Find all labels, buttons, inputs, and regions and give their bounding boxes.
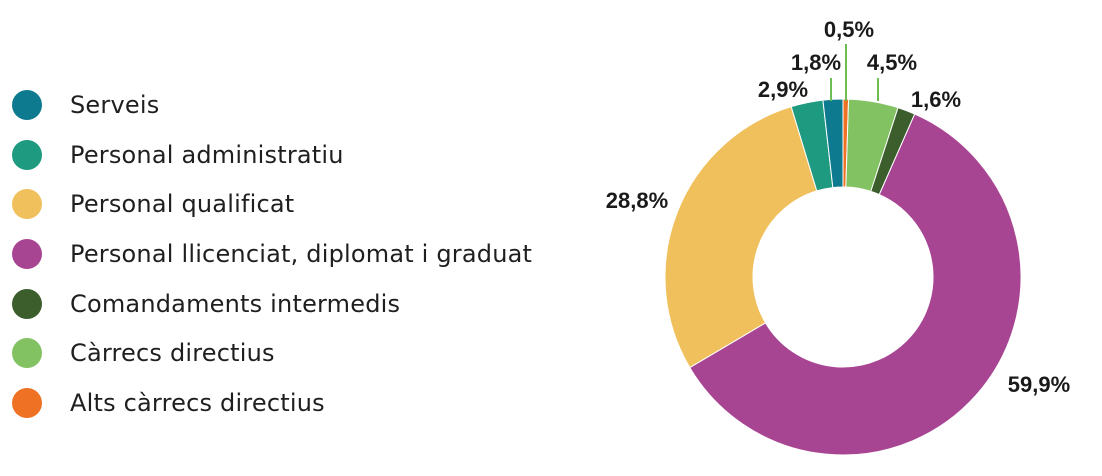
data-label: 0,5%: [824, 17, 874, 42]
legend-item-personal-administratiu: Personal administratiu: [12, 130, 532, 180]
legend-label: Càrrecs directius: [70, 339, 275, 368]
data-label: 1,6%: [911, 87, 961, 112]
legend-item-alts-carrecs-directius: Alts càrrecs directius: [12, 378, 532, 428]
legend-label: Serveis: [70, 90, 160, 119]
legend-swatch: [12, 238, 42, 269]
legend-swatch: [12, 189, 42, 220]
data-label: 59,9%: [1008, 372, 1070, 397]
legend-label: Personal llicenciat, diplomat i graduat: [70, 239, 533, 268]
data-label: 28,8%: [606, 188, 668, 213]
legend-label: Alts càrrecs directius: [70, 388, 325, 417]
legend-item-personal-llicenciat: Personal llicenciat, diplomat i graduat: [12, 229, 532, 279]
data-label: 4,5%: [867, 50, 917, 75]
legend-swatch: [12, 288, 42, 319]
legend-label: Personal qualificat: [70, 190, 295, 219]
legend-item-comandaments-intermedis: Comandaments intermedis: [12, 279, 532, 329]
data-label: 1,8%: [791, 50, 841, 75]
donut-chart: 1,8%2,9% 28,8% 59,9% 1,6% 4,5% 0,5%: [606, 17, 1070, 456]
legend-label: Comandaments intermedis: [70, 289, 401, 318]
data-label: 2,9%: [758, 77, 808, 102]
legend-swatch: [12, 89, 42, 120]
legend: Serveis Personal administratiu Personal …: [12, 80, 532, 428]
donut-slice: [664, 106, 818, 369]
legend-swatch: [12, 338, 42, 369]
donut-slice: [822, 98, 844, 189]
legend-label: Personal administratiu: [70, 140, 344, 169]
legend-swatch: [12, 387, 42, 418]
legend-item-serveis: Serveis: [12, 80, 532, 130]
legend-item-personal-qualificat: Personal qualificat: [12, 179, 532, 229]
legend-item-carrecs-directius: Càrrecs directius: [12, 328, 532, 378]
legend-swatch: [12, 139, 42, 170]
donut-slice: [689, 113, 1022, 456]
